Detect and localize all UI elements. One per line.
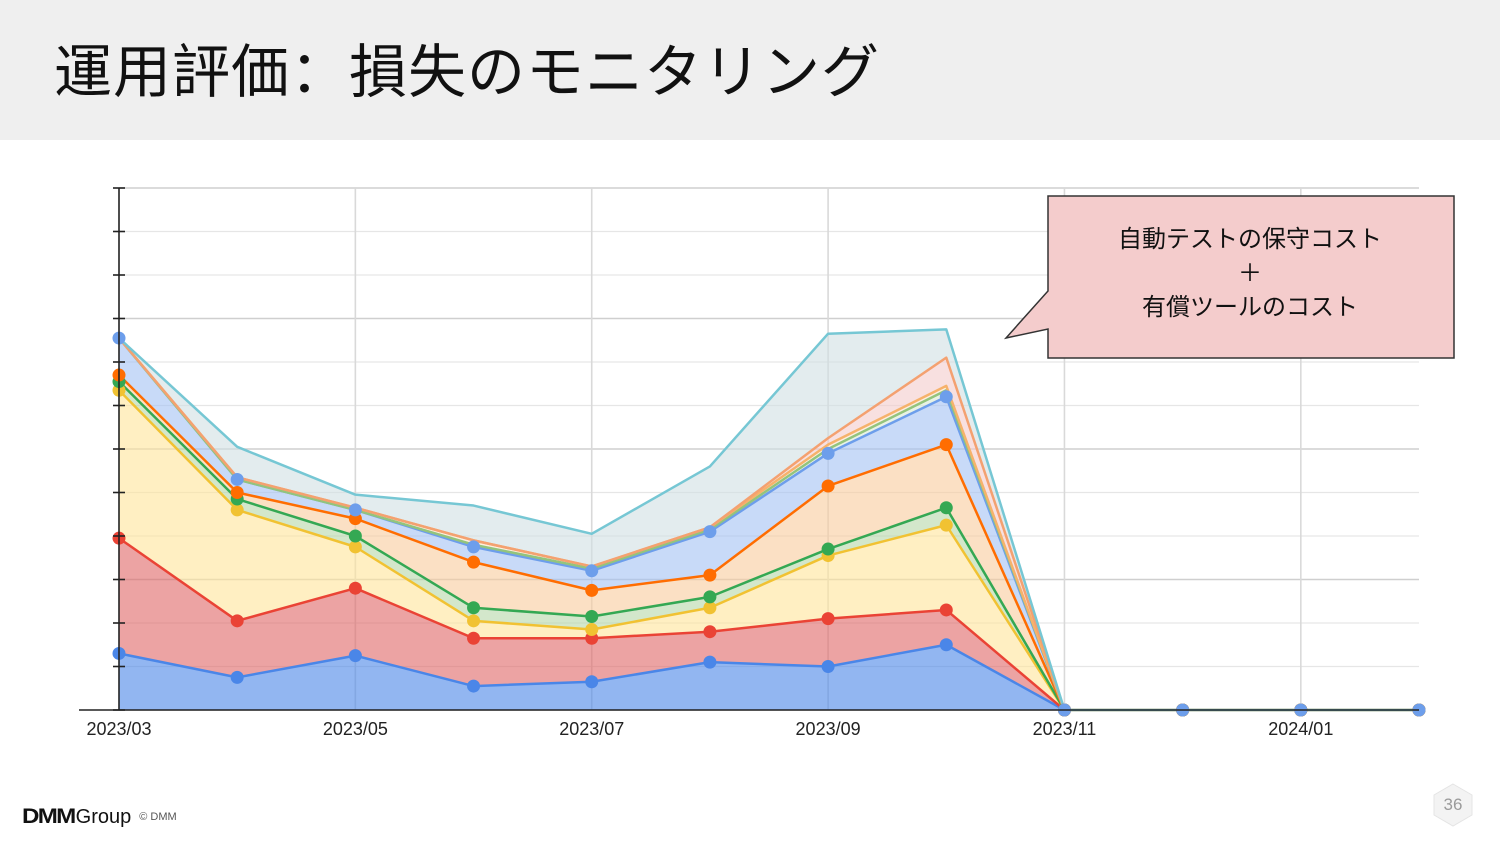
callout-text: 自動テストの保守コスト ＋ 有償ツールのコスト [1048, 222, 1452, 324]
copyright-text: © DMM [139, 811, 177, 823]
point-series-lightblue [703, 525, 717, 539]
point-series-blue [703, 655, 717, 669]
x-tick-label: 2024/01 [1268, 719, 1333, 739]
point-series-blue [585, 675, 599, 689]
point-series-red [703, 625, 717, 639]
point-series-green [821, 542, 835, 556]
point-series-red [939, 603, 953, 617]
point-series-orange [230, 486, 244, 499]
point-series-orange [585, 583, 599, 597]
point-series-lightblue [821, 446, 835, 460]
point-series-yellow [703, 601, 717, 615]
callout-line-3: 有償ツールのコスト [1142, 293, 1358, 321]
point-series-green [939, 501, 953, 515]
x-tick-label: 2023/11 [1033, 719, 1097, 739]
point-series-green [348, 529, 362, 543]
point-series-green [585, 609, 599, 623]
point-series-yellow [585, 623, 599, 637]
point-series-green [703, 590, 717, 604]
point-series-lightblue [939, 390, 953, 404]
callout-line-1: 自動テストの保守コスト [1118, 225, 1382, 253]
point-series-lightblue [585, 564, 599, 578]
area-series-orange [119, 375, 1419, 710]
point-series-blue [939, 638, 953, 652]
page-hexagon-icon [1433, 783, 1473, 827]
page-number: 36 [1443, 795, 1463, 814]
point-series-yellow [467, 614, 481, 628]
point-series-red [467, 631, 481, 645]
area-series-blue [119, 644, 1419, 710]
logo-group-text: Group [75, 805, 132, 828]
point-series-orange [703, 568, 717, 582]
logo-brand: DMM [22, 805, 76, 828]
point-series-green [467, 601, 481, 615]
point-series-red [230, 614, 244, 628]
point-series-blue [230, 670, 244, 684]
slide-title: 運用評価：損失のモニタリング [54, 38, 881, 106]
area-fills [119, 329, 1419, 710]
point-series-orange [939, 438, 953, 452]
footer-logo: DMM Group © DMM [22, 802, 177, 832]
axes [79, 187, 1419, 711]
x-tick-label: 2023/05 [323, 719, 388, 739]
area-series-teal [119, 329, 1419, 710]
x-tick-label: 2023/09 [796, 719, 861, 739]
point-series-lightblue [230, 472, 244, 486]
point-series-lightblue [467, 540, 481, 554]
point-series-orange [821, 479, 835, 493]
callout-box [1003, 195, 1455, 359]
x-tick-labels: 2023/03 2023/05 2023/07 2023/09 2023/11 2024/… [86, 719, 1333, 739]
area-series-lightblue [119, 338, 1419, 710]
area-series-red [119, 538, 1419, 710]
point-series-yellow [230, 503, 244, 517]
point-series-blue [821, 660, 835, 673]
point-series-yellow [939, 518, 953, 532]
x-tick-label: 2023/07 [559, 719, 624, 739]
point-series-blue [467, 679, 481, 693]
point-series-blue [348, 649, 362, 663]
point-series-yellow [348, 540, 362, 554]
point-series-red [348, 581, 362, 595]
point-series-lightblue [348, 503, 362, 517]
title-bar [0, 0, 1500, 140]
point-series-red [821, 612, 835, 626]
point-series-orange [467, 555, 481, 569]
callout-line-2: ＋ [1238, 259, 1262, 287]
x-tick-label: 2023/03 [86, 719, 151, 739]
